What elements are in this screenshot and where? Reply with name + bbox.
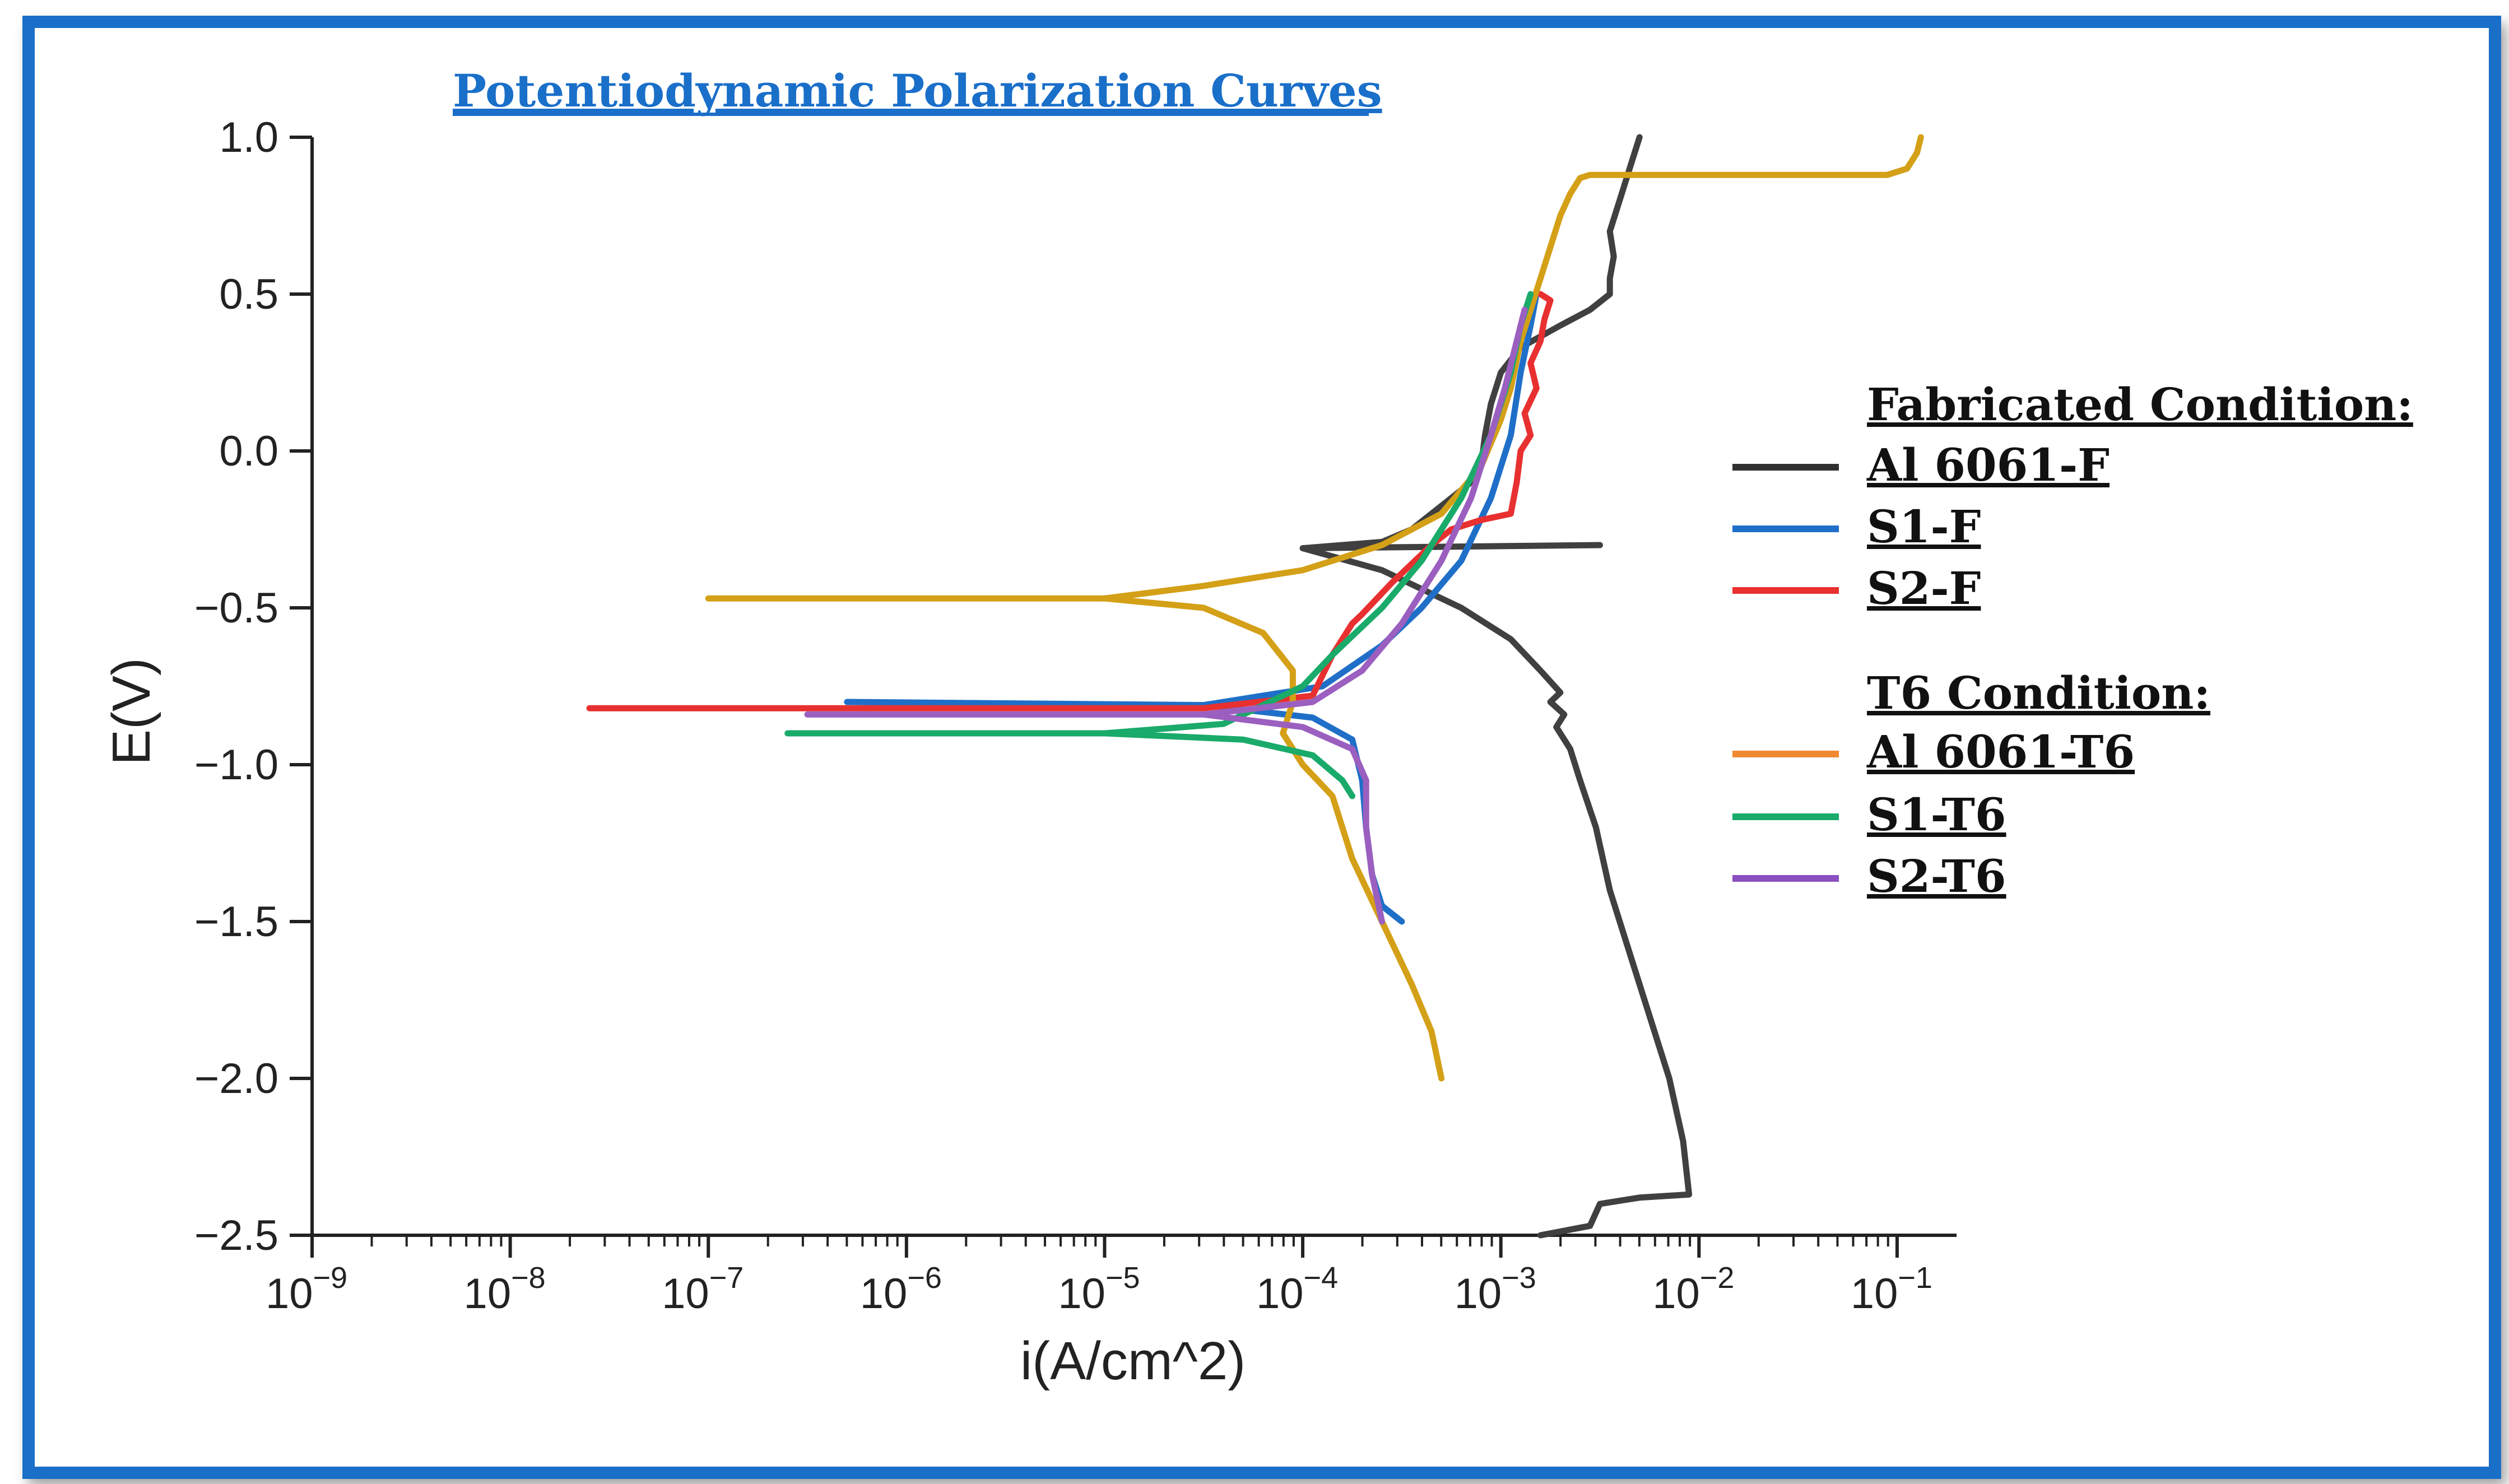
- axes: 1.0 0.5 0.0 −0.5 −1.0 −1.5 −2.0 −2.510−9 10−8 10−…: [194, 114, 1957, 1318]
- curves: [586, 134, 1924, 1239]
- legend-group-fabricated-title: Fabricated Condition:: [1867, 378, 2413, 431]
- x-tick-label: 10−4: [1256, 1261, 1338, 1318]
- curve-segment: [784, 730, 1355, 799]
- y-tick-label: 0.0: [219, 427, 278, 475]
- curve-segment: [844, 291, 1540, 709]
- x-tick-label: 10−9: [266, 1261, 347, 1318]
- x-tick-label: 10−1: [1851, 1261, 1932, 1318]
- curve-segment: [804, 306, 1528, 718]
- y-axis-label: E(V): [101, 658, 161, 765]
- series-s2-t6: [804, 306, 1528, 925]
- x-tick-label: 10−5: [1058, 1261, 1140, 1318]
- curve-segment: [1299, 545, 1693, 1239]
- x-tick-label: 10−2: [1652, 1261, 1734, 1318]
- chart-title: Potentiodynamic Polarization Curves: [453, 64, 1382, 117]
- legend-label: Al 6061-T6: [1866, 725, 2135, 778]
- y-tick-label: −0.5: [194, 584, 278, 632]
- curve-segment: [1102, 595, 1445, 1082]
- curve-segment: [1299, 134, 1643, 552]
- y-tick-label: 1.0: [219, 114, 278, 161]
- x-tick-label: 10−8: [464, 1261, 546, 1318]
- legend-label: Al 6061-F: [1866, 439, 2110, 491]
- curve-segment: [586, 291, 1554, 711]
- y-tick-label: 0.5: [219, 271, 278, 318]
- polarization-chart: Potentiodynamic Polarization Curves 1.0 0…: [101, 64, 2413, 1391]
- legend-label: S1-F: [1867, 500, 1981, 553]
- figure-frame: Potentiodynamic Polarization Curves 1.0 0…: [22, 16, 2501, 1479]
- legend-label: S1-T6: [1867, 788, 2006, 841]
- series-al-6061-f: [1299, 134, 1693, 1239]
- curve-segment: [705, 134, 1924, 602]
- series-s2-f: [586, 291, 1554, 711]
- legend-group-t6-title: T6 Condition:: [1867, 667, 2210, 719]
- legend-label: S2-T6: [1867, 850, 2006, 903]
- legend: Fabricated Condition: T6 Condition: Al 606…: [1732, 378, 2413, 903]
- x-tick-label: 10−7: [662, 1261, 744, 1318]
- x-tick-label: 10−6: [860, 1261, 942, 1318]
- legend-label: S2-F: [1867, 562, 1981, 615]
- x-axis-label: i(A/cm^2): [1020, 1331, 1246, 1391]
- curve-segment: [1200, 711, 1385, 925]
- y-tick-label: −1.5: [194, 898, 278, 946]
- y-tick-label: −1.0: [194, 741, 278, 789]
- series-al-6061-t6: [705, 134, 1924, 1082]
- x-tick-label: 10−3: [1455, 1261, 1536, 1318]
- y-tick-label: −2.5: [194, 1212, 278, 1259]
- y-tick-label: −2.0: [194, 1055, 278, 1102]
